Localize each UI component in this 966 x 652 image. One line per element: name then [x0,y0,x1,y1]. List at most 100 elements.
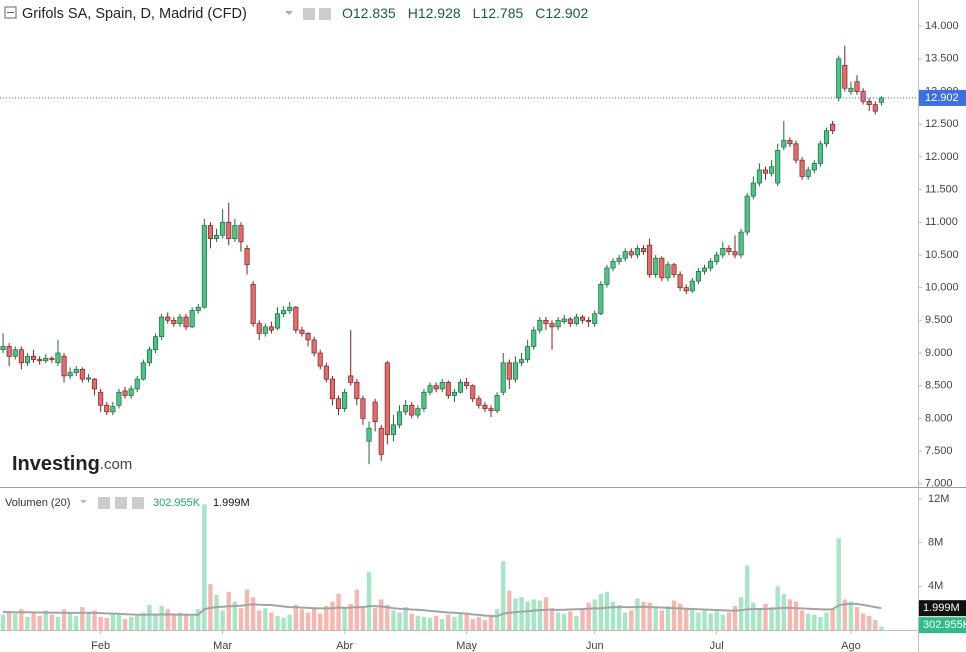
volume-bar [720,614,726,630]
volume-settings-icon[interactable] [98,497,110,509]
volume-bar [671,600,677,630]
ma-box [919,600,966,617]
candle-body [573,316,579,324]
volume-bar [818,616,823,630]
volume-bar [873,620,878,630]
candle-body [37,359,43,362]
ohlc-value: 12.785 [480,5,523,21]
volume-bar [812,614,817,630]
settings-icon[interactable] [303,8,315,20]
y-tick-label: 12.000 [925,151,959,163]
volume-bar [684,609,689,630]
volume-box [919,617,966,634]
candle-body [146,349,152,364]
volume-bar [452,616,457,630]
y-tick-label: 11.500 [925,183,958,195]
volume-remove-icon[interactable] [132,497,144,509]
volume-bar [189,615,195,630]
volume-bar [586,602,591,630]
candle-body [342,391,348,409]
volume-bar [836,538,841,630]
candle-body [110,406,116,413]
candle-body [305,333,311,341]
visibility-icon[interactable] [319,8,331,20]
candle-body [811,163,817,171]
volume-bar [616,604,622,630]
candle-body [518,359,525,364]
y-tick-label: 12.500 [925,118,959,130]
volume-bar [781,593,787,630]
candle-body [482,404,488,409]
candle-body [732,251,738,256]
volume-bar [714,611,719,630]
brand-suffix: .com [100,456,133,473]
volume-bar [348,603,353,630]
candle-body [750,182,756,197]
volume-bar [708,613,713,630]
volume-bar [275,615,280,630]
candle-body [457,382,464,393]
y-tick-label: 8.500 [925,380,953,392]
volume-bar [385,604,390,630]
candle-body [799,159,805,177]
y-tick-label: 7.500 [925,445,953,457]
volume-bar [269,612,274,630]
candle-body [592,313,598,324]
candle-body [872,104,878,112]
candle-body [335,398,342,409]
volume-bar [592,599,597,630]
y-tick-label: 7.000 [925,478,953,490]
candle-body [567,318,573,324]
volume-bar [263,608,268,630]
volume-title: Volumen (20) [5,497,70,509]
volume-bar [690,608,695,630]
candle-body [171,319,177,324]
volume-bar [31,612,36,630]
candle-body [18,349,24,364]
candle-body [744,195,750,233]
candle-body [299,329,305,334]
volume-bar [92,610,97,630]
volume-bar [415,615,421,630]
volume-bar [311,608,317,630]
candle-body [360,398,366,419]
candle-body [531,329,537,347]
candle-body [372,401,378,422]
volume-visibility-icon[interactable] [115,497,127,509]
collapse-icon[interactable] [4,6,17,19]
volume-bar [366,572,372,630]
candle-body [610,261,616,269]
volume-bar [49,614,55,630]
y-tick-label: 10.500 [925,249,959,261]
candle-body [256,323,262,334]
volume-bar [232,601,238,630]
candle-body [317,352,323,367]
candle-body [427,385,433,393]
volume-bar [494,609,500,630]
candle-body [61,355,67,377]
title-dropdown[interactable] [285,11,293,15]
candle-body [543,319,549,324]
volume-bar [86,612,91,630]
volume-bar [525,601,530,630]
candle-body [207,225,213,239]
volume-bar [665,605,671,630]
candle-body [494,395,500,411]
volume-bar [153,613,158,630]
volume-bar [177,612,183,630]
volume-bar [641,601,646,630]
volume-tick-label: 12M [928,493,949,505]
x-tick-label: Jun [586,640,604,652]
volume-ma-readout: 1.999M [213,497,250,509]
candle-body [659,257,665,279]
volume-bar [574,615,579,630]
candle-body [262,326,268,334]
volume-dropdown[interactable] [80,500,87,504]
brand-logo: Investing.com [12,453,132,475]
ohlc-letter: H [408,5,418,21]
volume-bar [635,598,640,630]
y-tick-label: 9.500 [925,314,953,326]
candle-body [665,264,671,279]
volume-bar [250,597,256,630]
